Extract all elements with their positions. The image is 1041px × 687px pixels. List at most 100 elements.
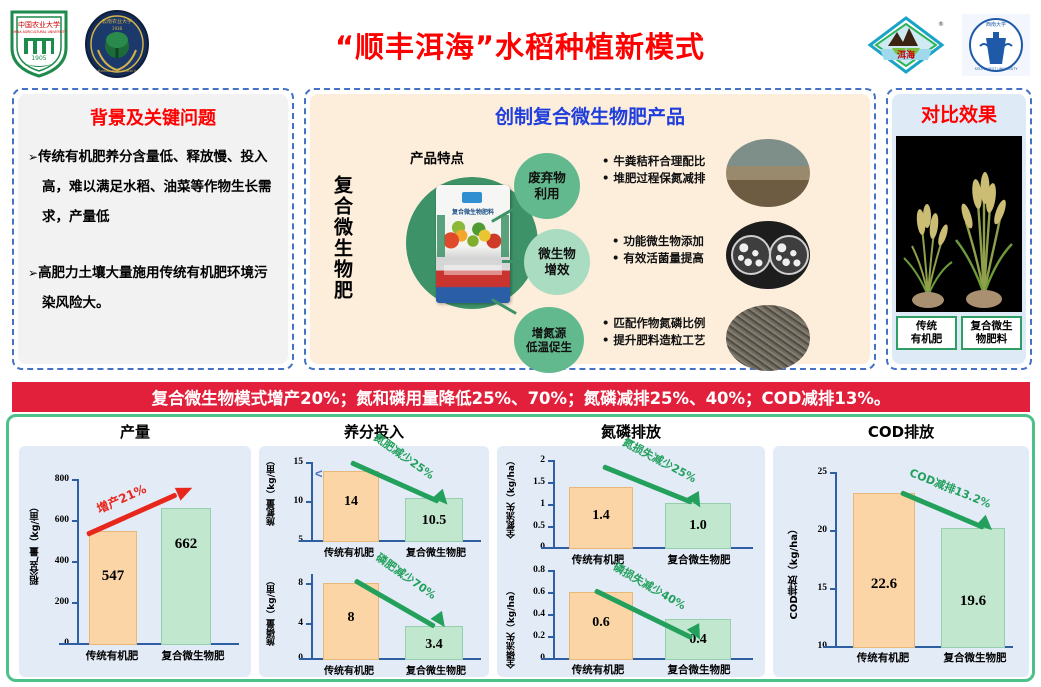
bar-value: 19.6 xyxy=(959,593,987,609)
annotation-text: COD减排13.2% xyxy=(907,466,993,511)
page-header: 中国农业大学 CHINA AGRICULTURAL UNIVERSITY 190… xyxy=(0,0,1041,86)
x-label-traditional: 传统有机肥 xyxy=(571,554,625,566)
list-item: • 牛粪秸秆合理配比 xyxy=(602,154,706,168)
y-tick-mark xyxy=(548,526,553,528)
granule-photo xyxy=(726,305,810,371)
y-tick-mark xyxy=(306,583,311,585)
circle-line-1: 微生物 xyxy=(538,246,576,262)
label-line-1: 复合微生 xyxy=(970,320,1013,332)
colony-spots xyxy=(771,237,807,273)
bar-new: 0.4 xyxy=(665,619,731,660)
list-item: ➢传统有机肥养分含量低、释放慢、投入高，难以满足水稻、油菜等作物生长需求，产量低 xyxy=(28,142,280,232)
fertilizer-bag-image: 复合微生物肥料 xyxy=(436,185,510,303)
y-axis-line xyxy=(835,472,837,646)
product-panel-title: 创制复合微生物肥产品 xyxy=(494,106,685,128)
colony-spots xyxy=(733,237,769,273)
bullet-text: 牛粪秸秆合理配比 xyxy=(613,154,706,168)
y-tick-mark xyxy=(72,479,77,481)
y-axis-title: COD排放（kg/ha） xyxy=(789,524,800,620)
svg-text:SOUTHWEST UNIVERSITY: SOUTHWEST UNIVERSITY xyxy=(975,67,1019,71)
chart-title: 养分投入 xyxy=(343,423,404,441)
x-label-traditional: 传统有机肥 xyxy=(571,664,625,676)
feature-circle-waste-use: 废弃物 利用 xyxy=(514,153,580,219)
bar-value: 1.0 xyxy=(689,518,707,533)
bar-traditional: 547 xyxy=(89,531,137,645)
bag-side-panel-right xyxy=(501,215,509,257)
background-panel: 背景及关键问题 ➢传统有机肥养分含量低、释放慢、投入高，难以满足水稻、油菜等作物… xyxy=(12,88,294,370)
bar-value: 0.6 xyxy=(592,615,610,630)
x-label-traditional: 传统有机肥 xyxy=(324,548,374,559)
bag-side-panel-left xyxy=(437,215,445,257)
bag-logo-icon xyxy=(462,192,482,203)
y-tick-label: 10 xyxy=(799,641,828,651)
svg-text:中国农业大学: 中国农业大学 xyxy=(18,20,60,29)
x-label-new: 复合微生物肥 xyxy=(667,664,731,676)
y-axis-line xyxy=(77,479,79,643)
bar-value: 3.4 xyxy=(425,637,443,652)
bar-new: 19.6 xyxy=(941,528,1005,648)
erhai-brand-logo: 洱海 ® xyxy=(866,16,946,74)
circle-line-2: 低温促生 xyxy=(526,340,572,354)
bar-traditional: 1.4 xyxy=(569,487,633,549)
x-axis-line xyxy=(299,540,481,542)
chart-nutrient-input: 养分投入 施氮量（kg/亩） 15 10 5 < 14 10.5 xyxy=(259,421,489,677)
connector-line-2 xyxy=(502,260,526,263)
y-tick-mark xyxy=(72,602,77,604)
background-panel-surface xyxy=(18,94,288,364)
bullet-text: 提升肥料造粒工艺 xyxy=(613,333,706,348)
feature-circle-microbe-boost: 微生物 增效 xyxy=(524,229,590,295)
bullet-text: 传统有机肥养分含量低、释放慢、投入高，难以满足水稻、油菜等作物生长需求，产量低 xyxy=(38,149,272,225)
list-item: • 功能微生物添加 xyxy=(612,234,704,248)
y-tick-label: 1.5 xyxy=(533,477,545,487)
product-diagram: 复合微生物肥 产品特点 复合微生物肥料 废弃物 利用 微生物 增效 增氮源 低温促生 … xyxy=(306,129,874,373)
bar-new: 3.4 xyxy=(405,626,463,660)
y-tick-mark xyxy=(72,561,77,563)
feature-bullets-waste: • 牛粪秸秆合理配比 • 堆肥过程保氮减排 xyxy=(602,153,705,188)
product-feature-heading: 产品特点 xyxy=(410,151,464,167)
rice-comparison-photo xyxy=(896,136,1022,312)
compare-label-traditional: 传统 有机肥 xyxy=(896,316,957,351)
china-agricultural-university-logo: 中国农业大学 CHINA AGRICULTURAL UNIVERSITY 190… xyxy=(8,8,70,78)
y-tick-label: 600 xyxy=(54,515,69,525)
y-tick-mark xyxy=(72,520,77,522)
x-label-new: 复合微生物肥 xyxy=(667,554,731,566)
y-tick-mark xyxy=(548,504,553,506)
y-axis-line xyxy=(311,462,313,540)
y-axis-line xyxy=(553,570,555,658)
x-axis-line xyxy=(541,547,753,549)
list-item: ➢高肥力土壤大量施用传统有机肥环境污染风险大。 xyxy=(28,258,280,318)
y-tick-mark xyxy=(306,462,311,464)
svg-text:西南大学: 西南大学 xyxy=(986,21,1006,28)
x-axis-line xyxy=(541,658,753,660)
svg-text:云南农业大学: 云南农业大学 xyxy=(102,18,132,25)
y-tick-mark xyxy=(306,501,311,503)
y-axis-line xyxy=(553,460,555,547)
y-tick-label: 0.8 xyxy=(533,565,545,575)
bar-value: 547 xyxy=(101,568,125,584)
background-panel-title: 背景及关键问题 xyxy=(90,108,216,129)
petri-dish-photo xyxy=(726,221,810,289)
bar-value: 8 xyxy=(347,610,355,625)
x-label-traditional: 传统有机肥 xyxy=(85,650,139,662)
chart-yield: 产量 稻谷产量（kg/亩） 800 600 400 200 0 547 662 xyxy=(19,421,251,677)
x-label-traditional: 传统有机肥 xyxy=(324,666,374,677)
y-tick-label: 0.5 xyxy=(533,521,545,531)
product-panel: 创制复合微生物肥产品 复合微生物肥 产品特点 复合微生物肥料 废弃物 利用 微生物… xyxy=(304,88,876,373)
bar-traditional: 22.6 xyxy=(853,493,915,648)
feature-bullets-microbe: • 功能微生物添加 • 有效活菌量提高 xyxy=(612,233,704,268)
label-line-2: 有机肥 xyxy=(910,333,943,346)
x-label-traditional: 传统有机肥 xyxy=(856,652,910,664)
chart-cod: COD排放 COD排放（kg/ha） 25 20 15 10 22.6 19.6… xyxy=(773,421,1029,677)
y-tick-label: 10 xyxy=(293,496,304,506)
y-tick-label: 1 xyxy=(540,499,545,509)
y-tick-mark xyxy=(548,482,553,484)
y-tick-label: 0.4 xyxy=(533,609,545,619)
less-than-marker: < xyxy=(315,466,323,481)
y-tick-mark xyxy=(830,588,835,590)
bar-value: 662 xyxy=(174,536,198,552)
y-axis-line xyxy=(311,574,313,658)
chart-title: COD排放 xyxy=(867,423,935,441)
compare-label-new: 复合微生 物肥料 xyxy=(961,316,1022,351)
y-tick-label: 25 xyxy=(817,467,828,477)
chart-panel: 稻谷产量（kg/亩） 800 600 400 200 0 547 662 增产2… xyxy=(19,446,251,677)
